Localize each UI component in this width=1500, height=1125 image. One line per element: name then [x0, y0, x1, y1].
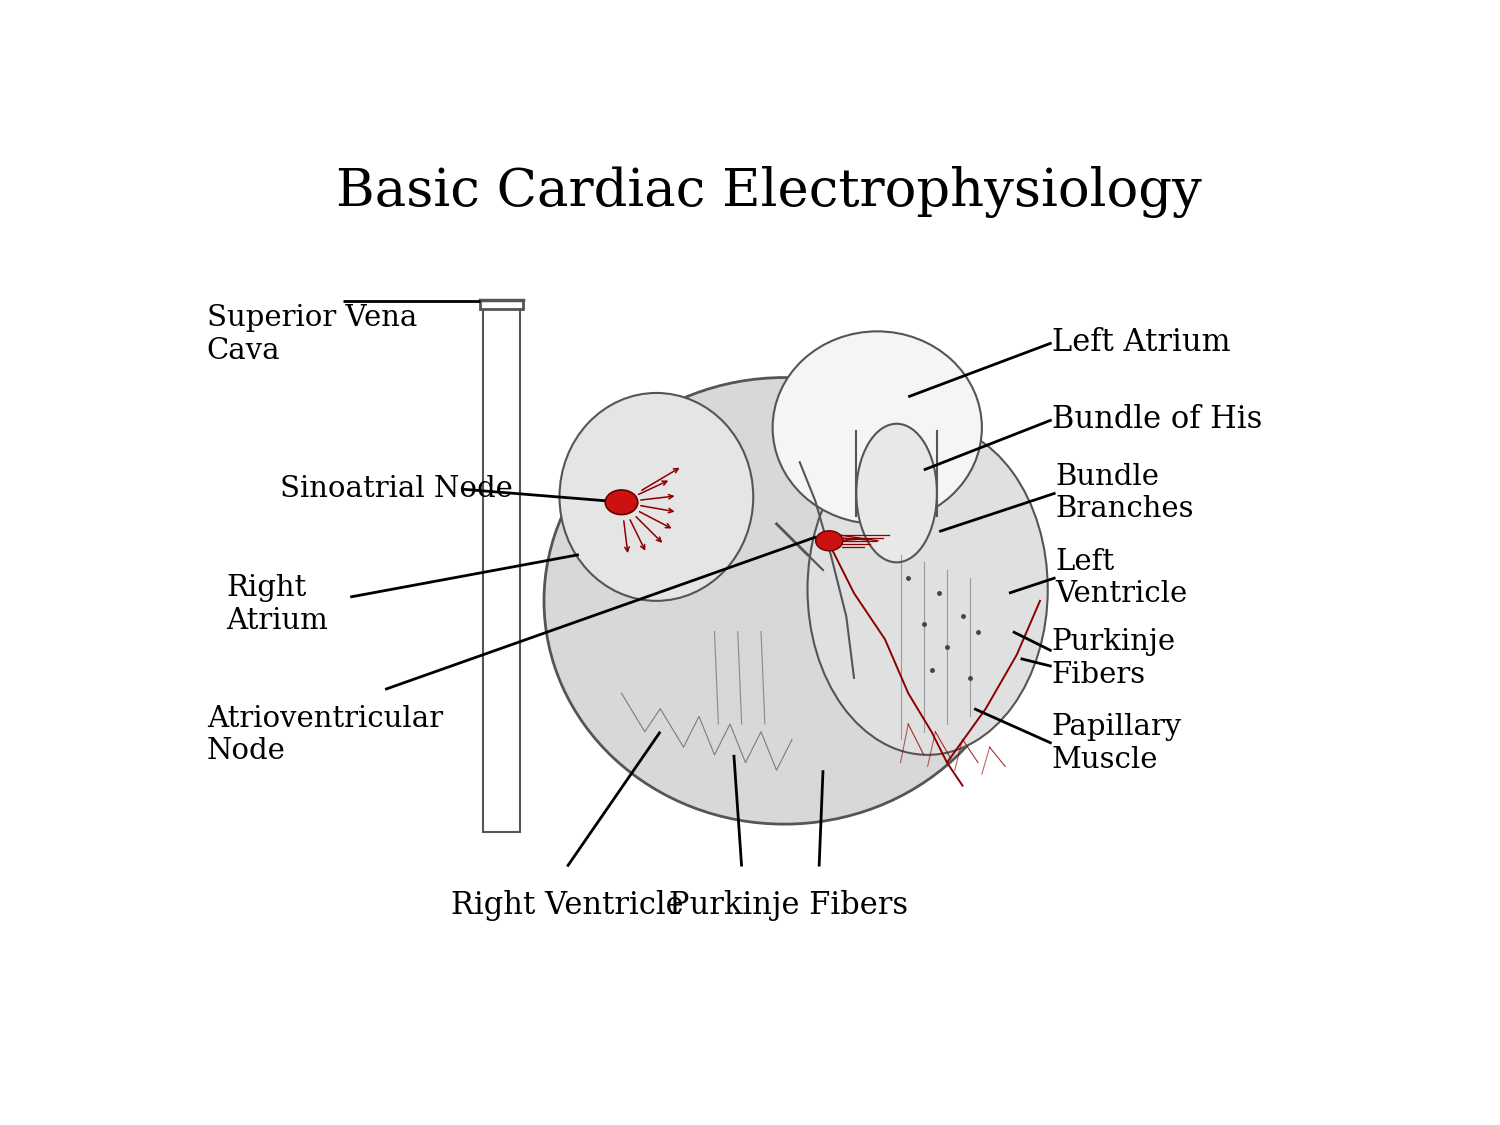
Bar	[480, 299, 524, 309]
Text: Sinoatrial Node: Sinoatrial Node	[280, 475, 513, 503]
Text: Papillary
Muscle: Papillary Muscle	[1052, 713, 1182, 774]
Ellipse shape	[856, 424, 938, 562]
Text: Right
Atrium: Right Atrium	[226, 575, 328, 634]
Bar	[483, 305, 520, 831]
Text: Purkinje
Fibers: Purkinje Fibers	[1052, 629, 1176, 688]
Text: Left Atrium: Left Atrium	[1052, 327, 1230, 359]
Text: Purkinje Fibers: Purkinje Fibers	[669, 890, 908, 920]
Ellipse shape	[772, 332, 982, 524]
Text: Bundle
Branches: Bundle Branches	[1056, 462, 1194, 523]
Text: Left
Ventricle: Left Ventricle	[1056, 548, 1188, 608]
Ellipse shape	[604, 490, 638, 514]
Ellipse shape	[544, 378, 1024, 825]
Text: Superior Vena
Cava: Superior Vena Cava	[207, 305, 417, 364]
Ellipse shape	[807, 424, 1047, 755]
Text: Basic Cardiac Electrophysiology: Basic Cardiac Electrophysiology	[336, 165, 1202, 218]
Text: Bundle of His: Bundle of His	[1052, 404, 1262, 435]
Ellipse shape	[816, 531, 843, 551]
Ellipse shape	[560, 393, 753, 601]
Text: Atrioventricular
Node: Atrioventricular Node	[207, 704, 442, 765]
Text: Right Ventricle: Right Ventricle	[452, 890, 684, 920]
